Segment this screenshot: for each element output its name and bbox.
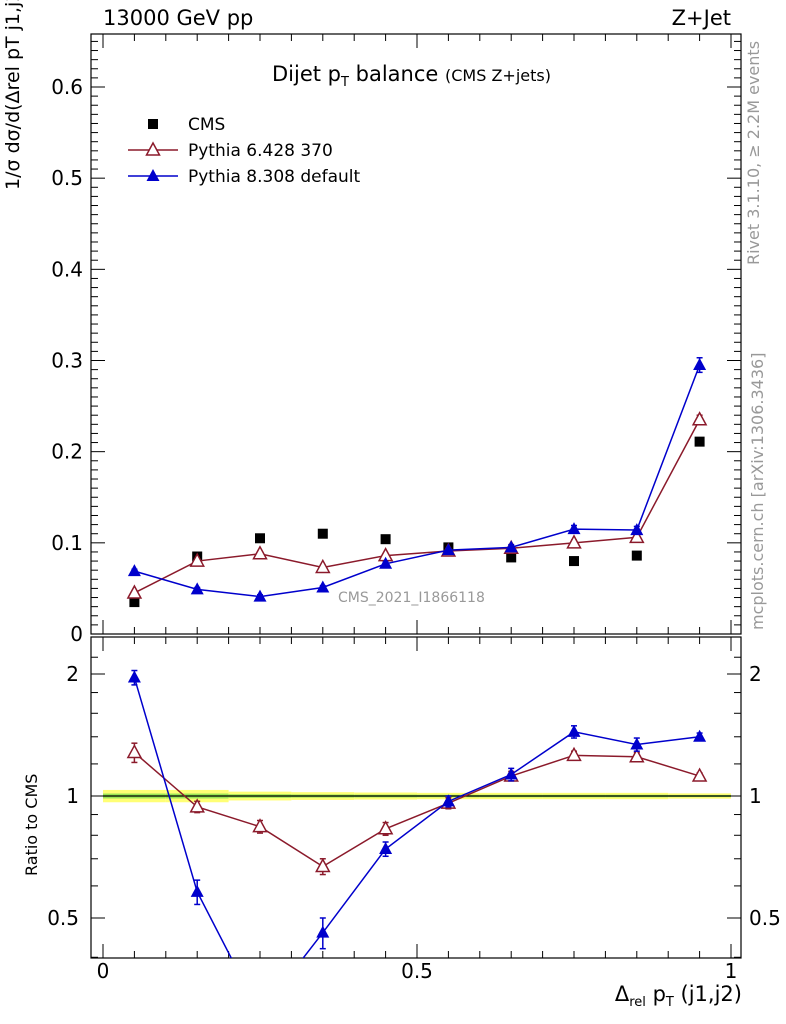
legend-label: CMS [188, 115, 225, 135]
data-point [629, 528, 645, 544]
x-tick-label: 1 [725, 959, 738, 983]
x-axis-label-rel: rel [629, 995, 646, 1011]
ratio-ytick-label: 2 [66, 662, 79, 686]
mcplots-side-label: mcplots.cern.ch [arXiv:1306.3436] [748, 352, 767, 630]
data-point [126, 743, 143, 759]
data-point [253, 589, 267, 602]
data-point [630, 737, 644, 750]
x-tick-label: 0 [97, 959, 110, 983]
data-point [567, 522, 581, 535]
data-point [317, 528, 328, 539]
main-ytick-label: 0.6 [51, 75, 83, 99]
analysis-label: CMS_2021_I1866118 [338, 590, 485, 606]
data-point [629, 748, 645, 763]
data-point [567, 724, 581, 737]
data-point [379, 556, 393, 569]
data-point [380, 534, 391, 545]
data-point [630, 523, 644, 536]
data-point [316, 925, 330, 938]
x-axis-label-p: p [645, 982, 666, 1006]
ratio-ytick-label-right: 0.5 [749, 906, 781, 930]
header-energy-label: 13000 GeV pp [103, 6, 254, 30]
data-point [504, 540, 518, 553]
legend-marker [148, 119, 158, 129]
data-point [190, 884, 204, 897]
legend-marker [146, 169, 160, 181]
data-point [252, 545, 268, 560]
ratio-ytick-label-right: 2 [749, 662, 762, 686]
data-point [441, 794, 455, 807]
main-ytick-label: 0.3 [51, 349, 83, 373]
main-title: Dijet pT balance (CMS Z+jets) [272, 62, 551, 90]
data-point [506, 552, 517, 563]
series-line [133, 677, 700, 958]
header-process-label: Z+Jet [671, 6, 731, 30]
series-group [126, 357, 708, 608]
ratio-frame [90, 636, 742, 959]
data-point [441, 543, 455, 556]
main-frame [90, 33, 742, 635]
ratio-ytick-label: 1 [66, 784, 79, 808]
main-title-rest: balance [348, 62, 439, 86]
legend-label: Pythia 8.308 default [188, 167, 361, 187]
data-point [694, 436, 705, 447]
series-line [134, 419, 701, 594]
data-point [569, 556, 579, 567]
data-point [693, 358, 707, 371]
data-point [127, 670, 141, 683]
data-point [691, 767, 708, 782]
data-point [316, 580, 330, 593]
legend-label: Pythia 6.428 370 [188, 141, 333, 161]
data-point [315, 558, 331, 574]
x-axis-label-T: T [665, 995, 674, 1011]
main-ytick-label: 0 [70, 622, 83, 646]
x-axis-label-rest: (j1,j2) [673, 982, 742, 1006]
data-point [254, 1007, 267, 1019]
data-point [126, 584, 143, 599]
ratio-y-axis-label: Ratio to CMS [22, 773, 41, 876]
data-point [129, 597, 140, 608]
data-point [693, 729, 707, 742]
series-line [133, 751, 700, 868]
data-point [504, 767, 518, 780]
ratio-ytick-label: 0.5 [47, 906, 79, 930]
x-axis-label-delta: Δ [614, 982, 630, 1006]
series-line [134, 364, 701, 598]
main-title-note: (CMS Z+jets) [445, 66, 551, 85]
main-panel: 0 0.1 0.2 0.3 0.4 0.5 0.6 CMS Pythia 6.428 370 Py… [51, 33, 742, 646]
main-ytick-label: 0.2 [51, 440, 83, 464]
main-title-sub: T [341, 75, 349, 91]
data-point [691, 411, 708, 426]
ratio-ytick-label-right: 1 [749, 784, 762, 808]
series-group [126, 669, 708, 1019]
x-axis-label: Δrel pT (j1,j2) [615, 982, 742, 1010]
data-point [379, 841, 393, 854]
main-ytick-label: 0.1 [51, 531, 83, 555]
data-point [631, 550, 642, 561]
x-tick-label: 0.5 [401, 959, 433, 983]
data-point [315, 857, 331, 873]
legend-marker [145, 141, 161, 156]
data-point [566, 534, 582, 549]
data-point [377, 820, 394, 835]
data-point [189, 552, 205, 567]
data-point [252, 818, 268, 833]
main-y-axis-label: 1/σ dσ/d(Δrel pT j1,j2) [2, 0, 24, 190]
data-point [189, 798, 205, 813]
ratio-panel: 0.5 0.5 1 1 2 2 0 0.5 1 [47, 636, 781, 1019]
data-point [566, 746, 582, 762]
main-ytick-label: 0.4 [51, 257, 83, 281]
data-point [190, 582, 204, 595]
data-point [255, 533, 265, 544]
data-point [127, 564, 141, 577]
main-ytick-label: 0.5 [51, 166, 83, 190]
rivet-side-label: Rivet 3.1.10, ≥ 2.2M events [744, 40, 763, 265]
main-title-main: Dijet p [272, 62, 341, 86]
